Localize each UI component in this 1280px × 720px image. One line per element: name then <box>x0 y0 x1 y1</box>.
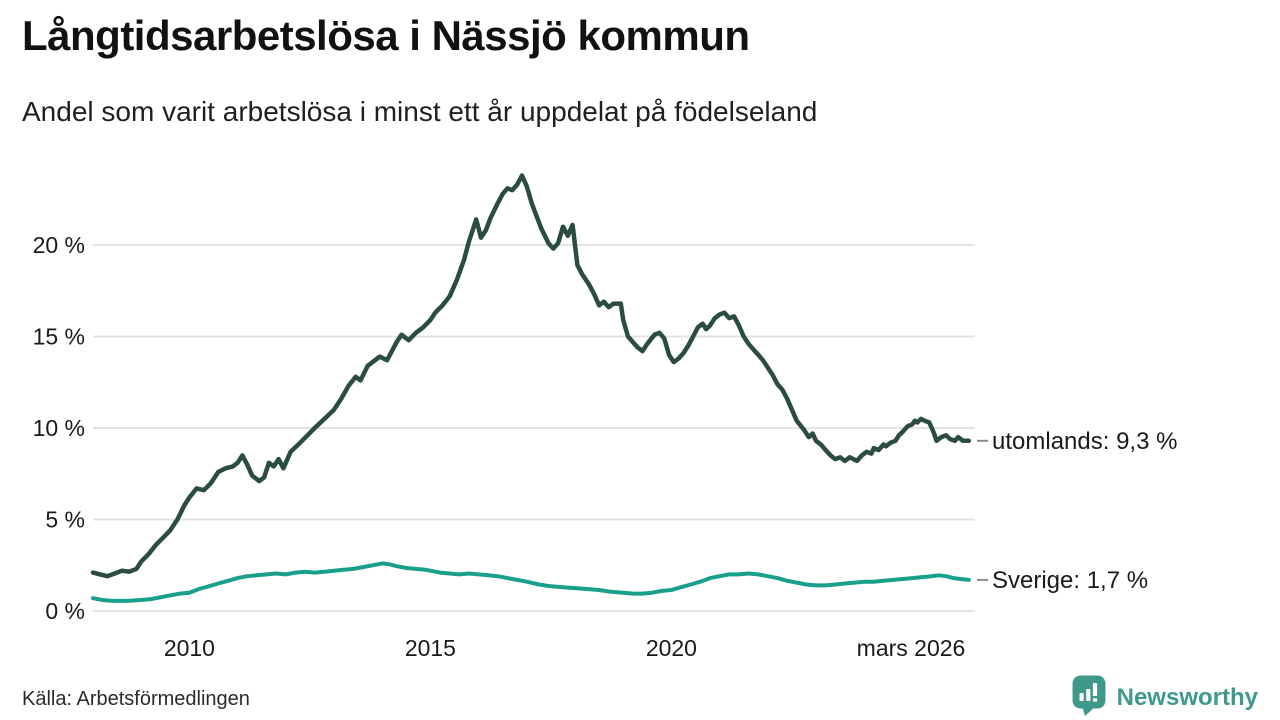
series-line-Sverige <box>91 561 971 603</box>
y-axis-tick-label: 0 % <box>45 598 85 624</box>
x-axis-tick-label: 2015 <box>405 635 456 661</box>
series-end-label-Sverige: Sverige: 1,7 % <box>992 567 1148 594</box>
newsworthy-branding[interactable]: Newsworthy <box>1071 674 1258 720</box>
newsworthy-wordmark: Newsworthy <box>1116 683 1258 711</box>
x-axis-tick-label: 2020 <box>646 635 697 661</box>
series-end-label-utomlands: utomlands: 9,3 % <box>992 428 1177 455</box>
x-axis-tick-label: 2010 <box>164 635 215 661</box>
series-line-utomlands <box>90 173 972 579</box>
source-credit: Källa: Arbetsförmedlingen <box>22 688 250 710</box>
x-axis-tick-label: mars 2026 <box>857 635 966 661</box>
y-axis-tick-label: 10 % <box>33 415 85 441</box>
chart-subtitle: Andel som varit arbetslösa i minst ett å… <box>22 96 818 127</box>
y-axis-tick-label: 20 % <box>33 232 85 258</box>
y-axis-tick-label: 15 % <box>33 324 85 350</box>
y-axis-tick-label: 5 % <box>45 507 85 533</box>
newsworthy-logo-icon <box>1071 674 1108 720</box>
page-title: Långtidsarbetslösa i Nässjö kommun <box>22 12 750 59</box>
